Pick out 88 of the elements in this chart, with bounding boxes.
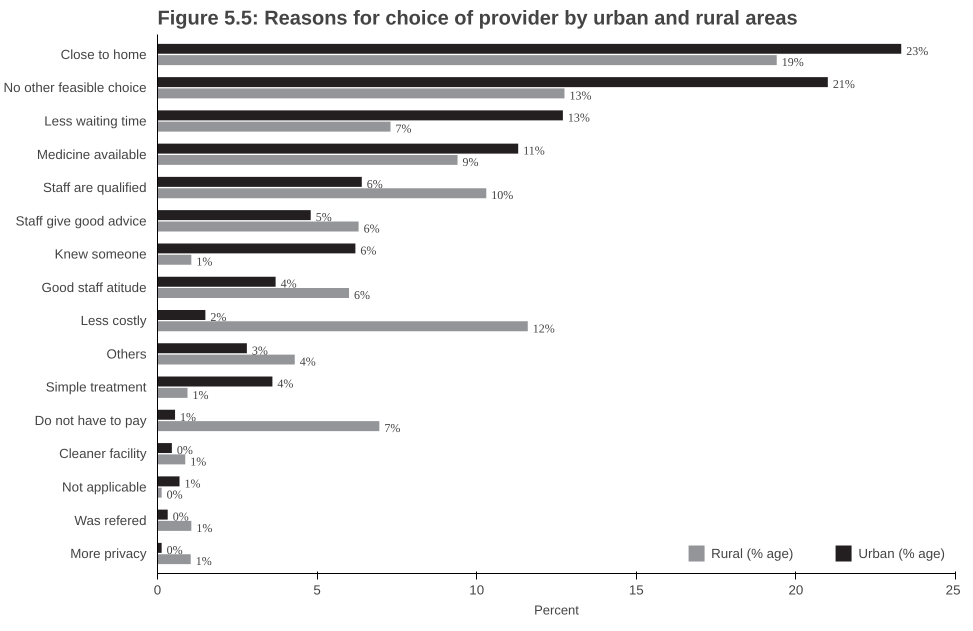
- bar: [158, 55, 777, 66]
- bar: [158, 221, 359, 232]
- data-label: 13%: [569, 88, 592, 102]
- bar: [158, 44, 902, 54]
- data-label: 11%: [523, 144, 545, 158]
- data-label: 21%: [832, 77, 855, 92]
- y-tick-label: Less costly: [80, 313, 147, 328]
- data-label: 6%: [354, 288, 370, 302]
- data-label: 1%: [196, 520, 212, 535]
- x-axis-title: Percent: [534, 602, 580, 618]
- bar: [158, 110, 563, 120]
- bar: [158, 520, 192, 531]
- x-tick-label: 15: [628, 582, 644, 598]
- bar: [158, 88, 564, 98]
- data-label: 4%: [300, 354, 316, 369]
- bar: [158, 310, 206, 320]
- bar: [158, 243, 356, 254]
- data-label: 0%: [176, 443, 193, 458]
- legend-label: Urban (% age): [858, 546, 945, 560]
- data-label: 23%: [906, 44, 928, 58]
- y-tick-label: Close to home: [60, 46, 146, 62]
- y-tick-label: More privacy: [70, 546, 147, 562]
- data-label: 1%: [184, 476, 201, 490]
- bar: [158, 188, 486, 198]
- y-tick-label: Simple treatment: [46, 380, 147, 395]
- x-tick-label: 0: [154, 582, 162, 598]
- bar: [158, 376, 272, 387]
- data-label: 1%: [196, 254, 212, 269]
- bar: [158, 288, 350, 298]
- data-label: 1%: [196, 554, 212, 568]
- bar: [158, 476, 180, 486]
- data-label: 12%: [532, 321, 555, 336]
- y-tick-label: Less waiting time: [44, 114, 147, 129]
- data-label: 7%: [396, 122, 412, 136]
- data-label: 13%: [568, 110, 590, 124]
- data-label: 4%: [277, 376, 294, 391]
- bar: [158, 154, 458, 165]
- y-tick-label: Others: [106, 346, 147, 362]
- data-label: 1%: [190, 454, 206, 468]
- data-label: 19%: [782, 55, 804, 70]
- data-label: 0%: [172, 510, 189, 524]
- x-tick-label: 20: [788, 582, 804, 598]
- bar: [158, 454, 186, 464]
- y-tick-label: Staff give good advice: [16, 213, 146, 228]
- bar: [158, 421, 380, 432]
- bar: [158, 122, 391, 132]
- y-tick-label: Good staff atitude: [42, 280, 147, 295]
- y-tick-label: Do not have to pay: [34, 412, 147, 428]
- bar: [158, 176, 362, 187]
- data-label: 5%: [316, 210, 332, 224]
- y-tick-label: Medicine available: [36, 146, 147, 162]
- y-tick-label: Staff are qualified: [43, 180, 147, 196]
- data-label: 1%: [192, 388, 209, 402]
- data-label: 6%: [364, 221, 380, 236]
- data-label: 0%: [166, 542, 183, 557]
- y-tick-label: Was refered: [74, 512, 147, 528]
- bar: [158, 388, 188, 398]
- y-tick-label: Not applicable: [62, 479, 147, 494]
- data-label: 1%: [180, 410, 196, 424]
- bar: [158, 443, 172, 454]
- bar: [158, 410, 176, 420]
- bar: [158, 210, 311, 220]
- y-tick-label: Cleaner facility: [59, 446, 147, 462]
- data-label: 6%: [366, 176, 383, 191]
- x-tick-label: 5: [313, 582, 321, 598]
- bar: [158, 354, 295, 365]
- data-label: 9%: [462, 154, 479, 169]
- x-tick-label: 25: [946, 582, 961, 598]
- x-tick-label: 10: [469, 582, 484, 598]
- y-tick-label: No other feasible choice: [4, 80, 147, 96]
- data-label: 7%: [384, 421, 400, 436]
- bar: [158, 77, 828, 88]
- data-label: 4%: [280, 276, 297, 291]
- y-tick-label: Knew someone: [54, 246, 147, 262]
- legend-label: Rural (% age): [711, 546, 794, 560]
- data-label: 3%: [252, 343, 268, 358]
- bar: [158, 276, 276, 287]
- bar: [158, 510, 168, 520]
- bar: [158, 254, 192, 265]
- bar: [158, 343, 247, 354]
- chart-title: Figure 5.5: Reasons for choice of provider by urban and rural areas: [158, 8, 798, 30]
- bar: [158, 554, 191, 564]
- data-label: 10%: [491, 188, 514, 202]
- data-label: 6%: [360, 243, 376, 258]
- bar: [158, 144, 518, 154]
- data-label: 0%: [166, 488, 183, 502]
- bar: [158, 321, 528, 332]
- data-label: 2%: [210, 310, 226, 324]
